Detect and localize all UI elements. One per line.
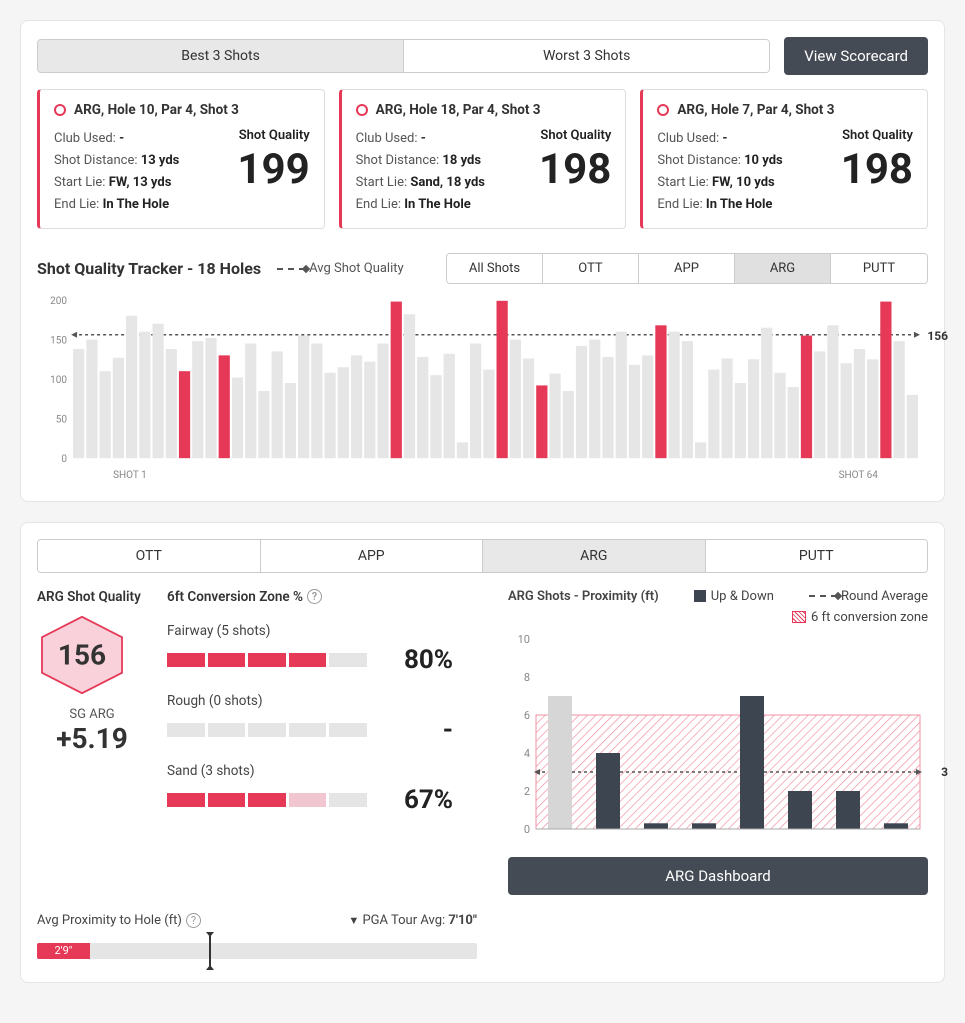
svg-text:8: 8 xyxy=(524,671,530,684)
svg-text:2: 2 xyxy=(524,785,530,798)
shot-title: ARG, Hole 10, Par 4, Shot 3 xyxy=(74,102,239,118)
svg-text:SHOT 64: SHOT 64 xyxy=(839,471,879,482)
tab-ott[interactable]: OTT xyxy=(38,540,261,572)
conversion-0: Fairway (5 shots) 80% xyxy=(167,623,478,675)
pga-marker xyxy=(209,936,211,966)
svg-text:100: 100 xyxy=(50,375,67,386)
sq-value: 156 xyxy=(58,638,106,671)
tab-worst-shots[interactable]: Worst 3 Shots xyxy=(404,40,769,72)
svg-text:200: 200 xyxy=(50,296,67,307)
best-worst-tabs: Best 3 Shots Worst 3 Shots xyxy=(37,39,770,73)
tab-putt[interactable]: PUTT xyxy=(706,540,928,572)
arg-dashboard-button[interactable]: ARG Dashboard xyxy=(508,857,928,895)
tab-best-shots[interactable]: Best 3 Shots xyxy=(38,40,404,72)
tab-app[interactable]: APP xyxy=(261,540,484,572)
shot-card-2[interactable]: ARG, Hole 7, Par 4, Shot 3 Club Used: - … xyxy=(640,89,928,229)
svg-text:150: 150 xyxy=(50,336,67,347)
tracker-filters: All ShotsOTTAPPARGPUTT xyxy=(446,253,928,284)
arg-sq-label: ARG Shot Quality xyxy=(37,589,147,605)
filter-all-shots[interactable]: All Shots xyxy=(447,254,543,283)
conversion-1: Rough (0 shots) - xyxy=(167,693,478,745)
filter-arg[interactable]: ARG xyxy=(735,254,831,283)
sg-label: SG ARG xyxy=(37,707,147,722)
avg-value-label: 156 xyxy=(927,329,948,343)
avg-prox-fill: 2'9" xyxy=(37,943,90,959)
tab-arg[interactable]: ARG xyxy=(483,540,706,572)
top-panel: Best 3 Shots Worst 3 Shots View Scorecar… xyxy=(20,20,945,502)
legend-round-avg: Round Average xyxy=(809,589,928,604)
svg-text:6: 6 xyxy=(524,709,530,722)
shot-cards: ARG, Hole 10, Par 4, Shot 3 Club Used: -… xyxy=(37,89,928,229)
target-icon xyxy=(54,104,66,116)
shot-card-1[interactable]: ARG, Hole 18, Par 4, Shot 3 Club Used: -… xyxy=(339,89,627,229)
filter-putt[interactable]: PUTT xyxy=(831,254,927,283)
avg-prox-label: Avg Proximity to Hole (ft) xyxy=(37,913,182,928)
target-icon xyxy=(356,104,368,116)
sq-block: ARG Shot Quality 156 SG ARG +5.19 xyxy=(37,589,147,895)
prox-avg-label: 3 xyxy=(941,765,948,779)
sq-hexagon: 156 xyxy=(37,615,127,695)
pga-avg: ▼ PGA Tour Avg: 7'10" xyxy=(348,913,477,928)
tracker-title: Shot Quality Tracker - 18 Holes xyxy=(37,259,261,278)
avg-prox-bar: 2'9" xyxy=(37,936,477,966)
shot-title: ARG, Hole 18, Par 4, Shot 3 xyxy=(376,102,541,118)
view-scorecard-button[interactable]: View Scorecard xyxy=(784,37,928,75)
avg-legend: Avg Shot Quality xyxy=(277,261,404,276)
svg-text:4: 4 xyxy=(524,747,530,760)
avg-prox-row: Avg Proximity to Hole (ft)? ▼ PGA Tour A… xyxy=(37,913,477,928)
svg-text:10: 10 xyxy=(518,633,530,646)
help-icon[interactable]: ? xyxy=(186,913,201,928)
lower-tabs: OTTAPPARGPUTT xyxy=(37,539,928,573)
svg-text:SHOT 1: SHOT 1 xyxy=(113,471,147,482)
svg-text:50: 50 xyxy=(56,415,68,426)
filter-app[interactable]: APP xyxy=(639,254,735,283)
legend-zone: 6 ft conversion zone xyxy=(508,610,928,625)
sg-value: +5.19 xyxy=(37,722,147,755)
help-icon[interactable]: ? xyxy=(307,589,322,604)
svg-text:0: 0 xyxy=(61,455,67,466)
legend-updown: Up & Down xyxy=(694,589,774,604)
prox-header: ARG Shots - Proximity (ft) Up & Down Rou… xyxy=(508,589,928,604)
svg-text:0: 0 xyxy=(524,823,530,836)
conversion-2: Sand (3 shots) 67% xyxy=(167,763,478,815)
prox-title: ARG Shots - Proximity (ft) xyxy=(508,589,659,604)
conv-title: 6ft Conversion Zone %? xyxy=(167,589,478,605)
shot-card-0[interactable]: ARG, Hole 10, Par 4, Shot 3 Club Used: -… xyxy=(37,89,325,229)
bottom-panel: OTTAPPARGPUTT ARG Shot Quality 156 SG AR… xyxy=(20,522,945,983)
shot-title: ARG, Hole 7, Par 4, Shot 3 xyxy=(677,102,834,118)
target-icon xyxy=(657,104,669,116)
prox-chart: 0246810 3 xyxy=(508,633,928,843)
tracker-chart: 050100150200SHOT 1SHOT 64 156 xyxy=(37,294,928,484)
filter-ott[interactable]: OTT xyxy=(543,254,639,283)
